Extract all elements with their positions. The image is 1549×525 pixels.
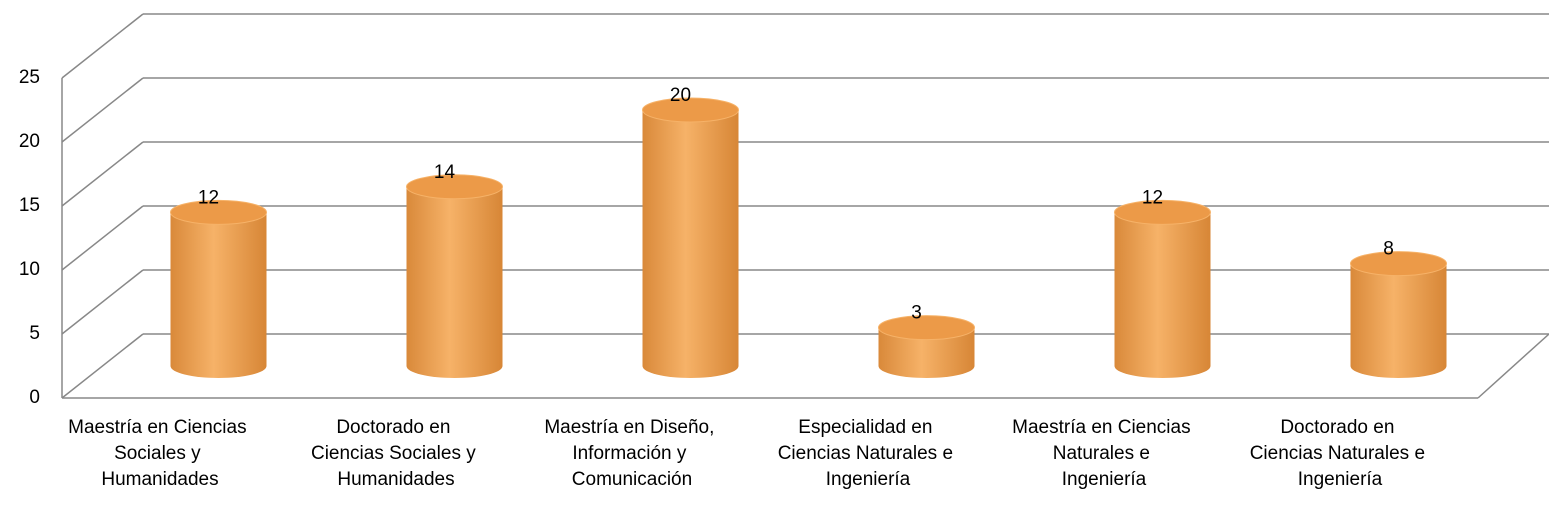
label-line: Doctorado en <box>336 417 455 438</box>
label-line: Naturales e <box>1053 443 1155 464</box>
floor-edge <box>1477 333 1549 399</box>
bar <box>878 315 975 378</box>
bar-top <box>170 199 267 225</box>
grid-line <box>61 141 144 207</box>
x-tick-label: Maestría en Ciencias Sociales y Humanida… <box>68 417 252 490</box>
bar <box>1114 199 1211 378</box>
y-tick-label: 25 <box>19 67 40 88</box>
label-line: Sociales y <box>114 443 206 464</box>
bar <box>406 174 503 378</box>
x-tick-label: Maestría en Ciencias Naturales e Ingenie… <box>1012 417 1196 490</box>
bar-body <box>642 110 739 378</box>
bar-top <box>642 97 739 123</box>
y-tick-label: 20 <box>19 131 40 152</box>
y-tick-label: 0 <box>29 387 40 408</box>
bar-body <box>170 212 267 378</box>
label-line: Maestría en Ciencias <box>1012 417 1196 438</box>
label-line: Ingeniería <box>1298 469 1383 490</box>
y-tick-label: 5 <box>29 323 40 344</box>
label-line: Ciencias Sociales y <box>311 443 481 464</box>
bar-top <box>406 174 503 200</box>
label-line: Información y <box>572 443 691 464</box>
y-tick-label: 15 <box>19 195 40 216</box>
data-label: 8 <box>1383 239 1394 260</box>
x-tick-label: Doctorado en Ciencias Sociales y Humanid… <box>311 417 481 490</box>
label-line: Doctorado en <box>1280 417 1399 438</box>
data-label: 14 <box>434 162 456 183</box>
bar-body <box>1350 263 1447 378</box>
label-line: Maestría en Ciencias <box>68 417 252 438</box>
x-tick-label: Especialidad en Ciencias Naturales e Ing… <box>778 417 959 490</box>
x-tick-label: Maestría en Diseño, Información y Comuni… <box>544 417 719 490</box>
label-line: Humanidades <box>337 469 454 490</box>
label-line: Especialidad en <box>798 417 937 438</box>
label-line: Ingeniería <box>826 469 911 490</box>
label-line: Maestría en Diseño, <box>544 417 719 438</box>
bar-top <box>878 315 975 341</box>
label-line: Comunicación <box>572 469 692 490</box>
bar-body <box>878 327 975 378</box>
bar <box>642 97 739 378</box>
x-tick-label: Doctorado en Ciencias Naturales e Ingeni… <box>1250 417 1431 490</box>
label-line: Ingeniería <box>1062 469 1147 490</box>
grid-line <box>61 13 144 79</box>
grid-line <box>61 205 144 271</box>
label-line: Ciencias Naturales e <box>778 443 959 464</box>
bar-body <box>406 186 503 378</box>
grid-line <box>61 333 144 399</box>
label-line: Humanidades <box>101 469 218 490</box>
bar <box>1350 251 1447 378</box>
data-label: 12 <box>1142 187 1163 208</box>
grid-line <box>61 269 144 335</box>
data-label: 20 <box>670 85 691 106</box>
bar-top <box>1350 251 1447 277</box>
data-label: 12 <box>198 187 219 208</box>
bar-top <box>1114 199 1211 225</box>
y-tick-label: 10 <box>19 259 40 280</box>
data-label: 3 <box>911 303 922 324</box>
bar-body <box>1114 212 1211 378</box>
label-line: Ciencias Naturales e <box>1250 443 1431 464</box>
bar <box>170 199 267 378</box>
grid-line <box>61 77 144 143</box>
